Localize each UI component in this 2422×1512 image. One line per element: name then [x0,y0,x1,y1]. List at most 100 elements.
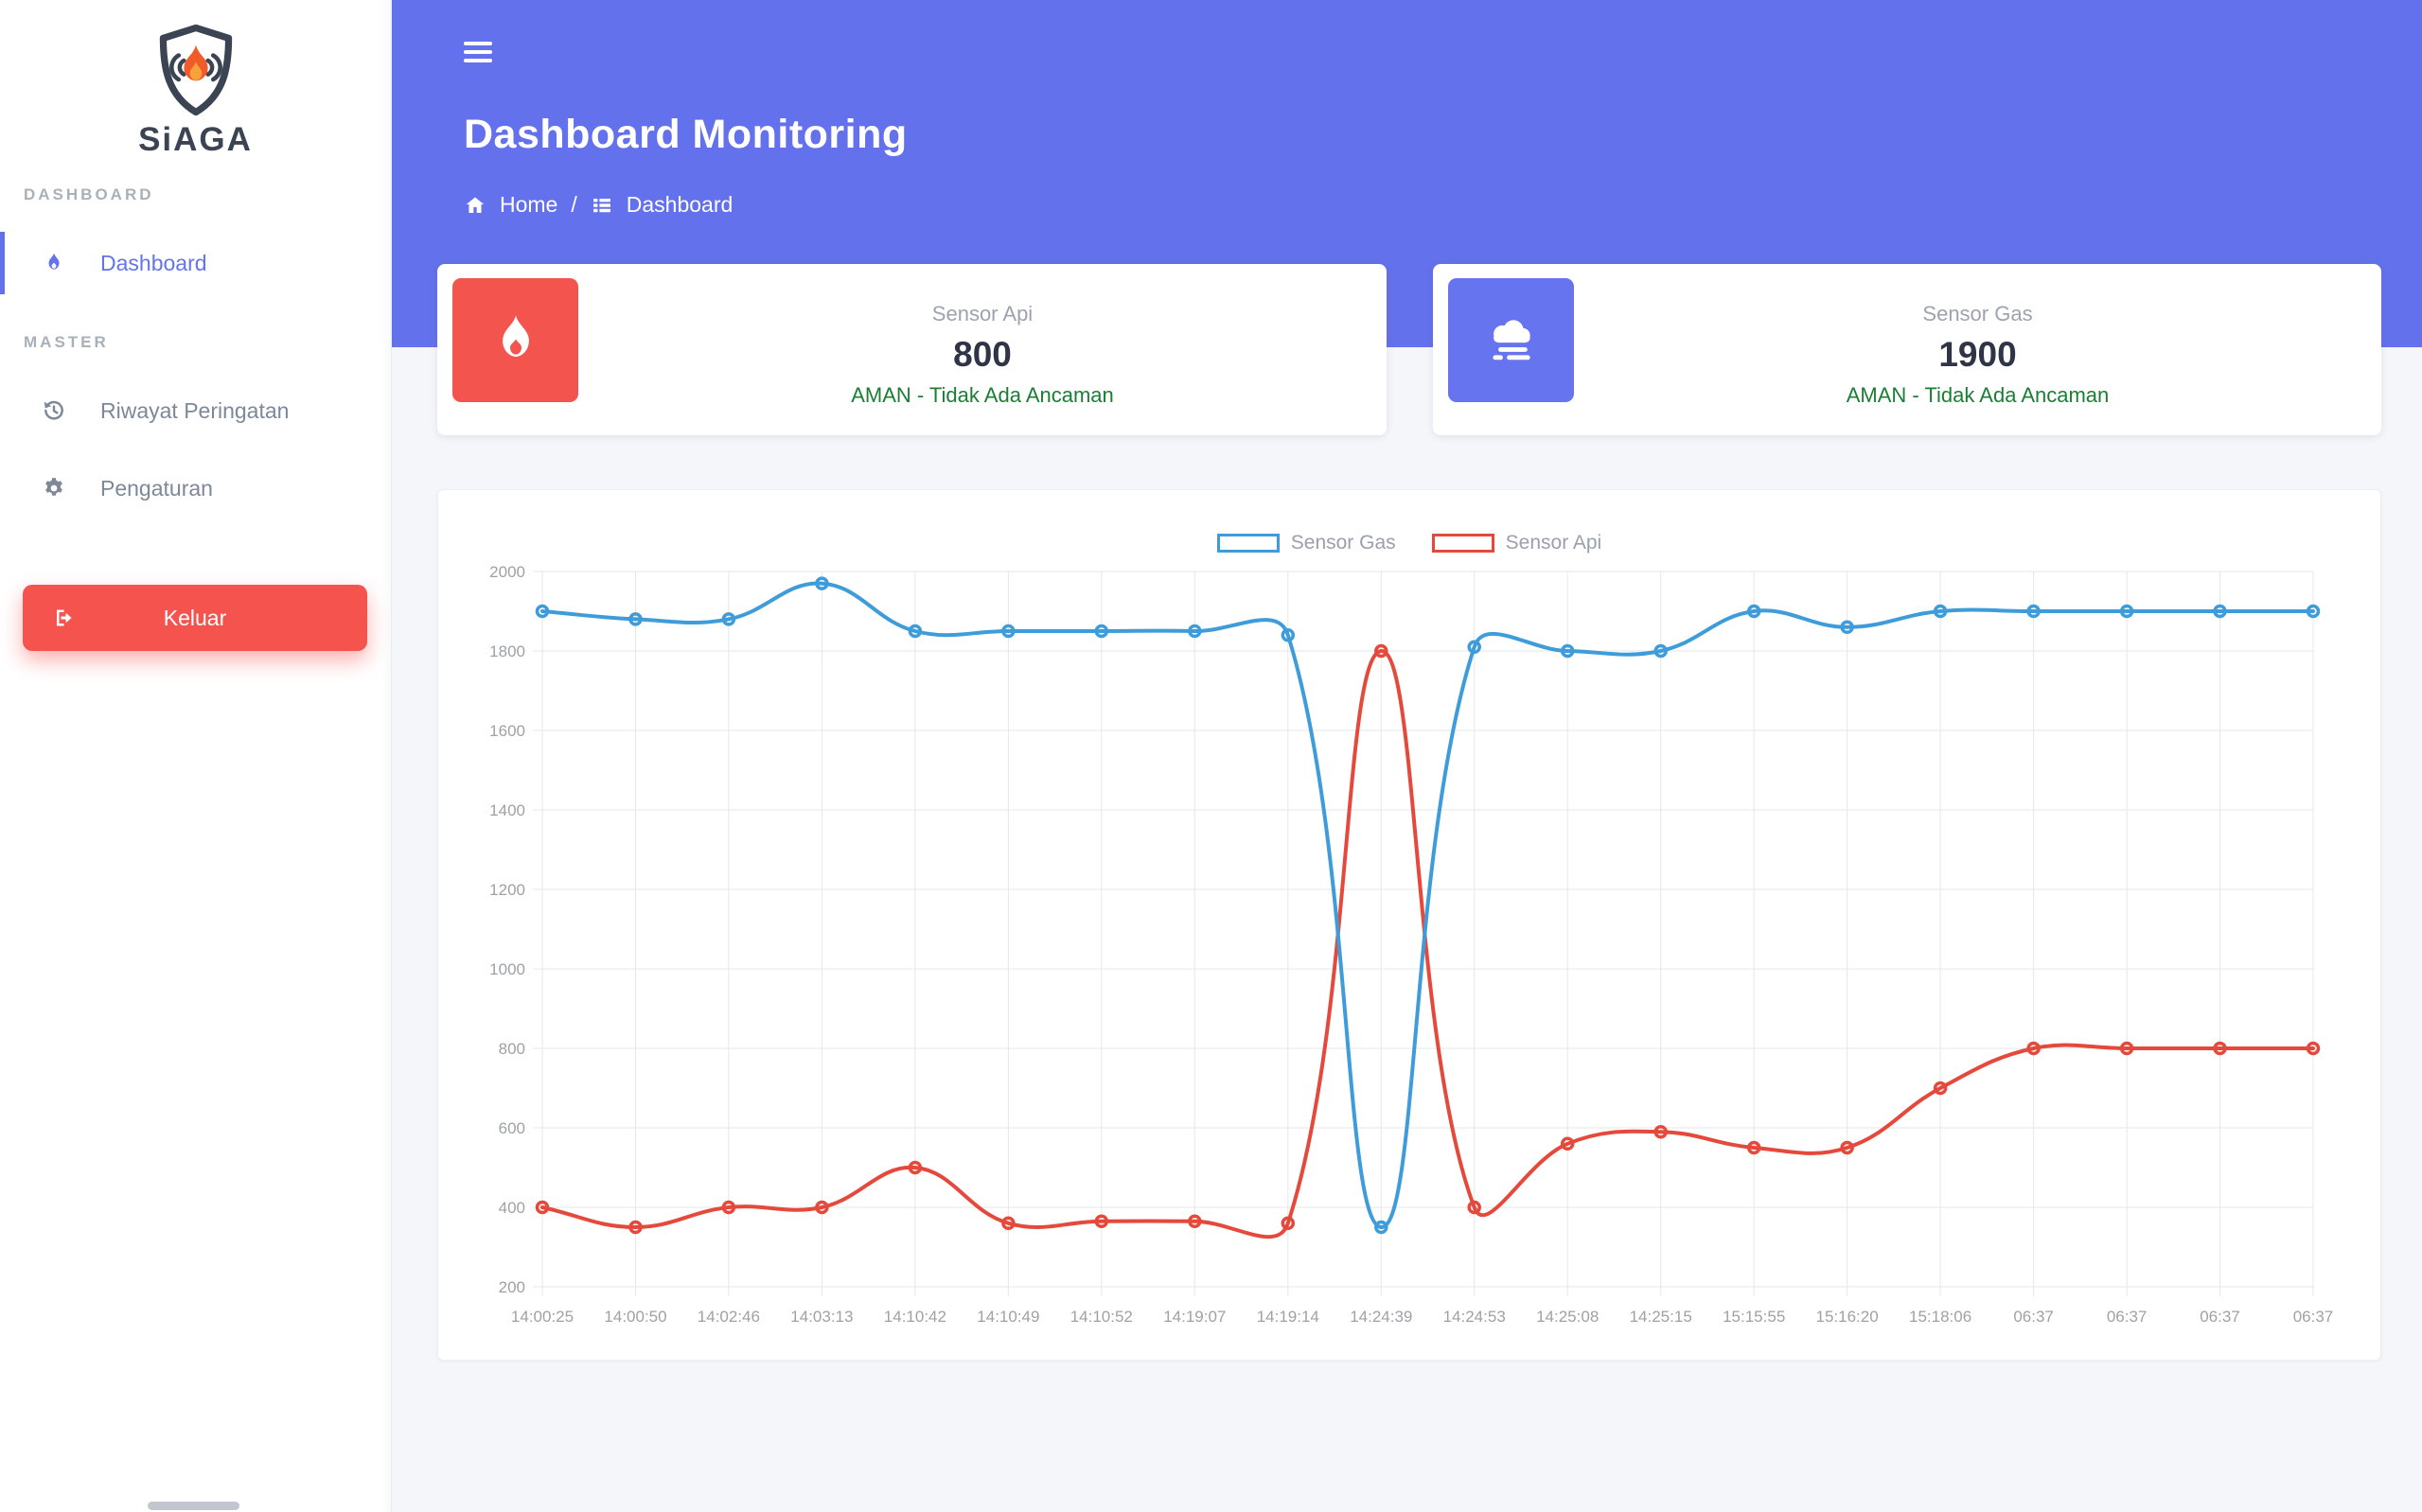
data-point [1281,627,1296,642]
data-point [628,1220,643,1235]
data-point [1746,604,1761,619]
breadcrumb-current[interactable]: Dashboard [626,192,734,217]
brand: SiAGA [0,23,391,159]
data-point [1933,604,1948,619]
status-badge: AMAN - Tidak Ada Ancaman [851,382,1114,407]
svg-text:14:10:52: 14:10:52 [1070,1308,1133,1326]
svg-text:14:25:08: 14:25:08 [1536,1308,1599,1326]
logout-button[interactable]: Keluar [23,585,367,651]
flame-icon [48,253,60,270]
data-point [1374,1220,1388,1235]
svg-text:14:19:07: 14:19:07 [1163,1308,1226,1326]
svg-text:06:37: 06:37 [2013,1308,2054,1326]
sensor-api-body: Sensor Api 800 AMAN - Tidak Ada Ancaman [578,264,1387,435]
data-point [1933,1081,1948,1096]
sidebar-item-riwayat-peringatan[interactable]: Riwayat Peringatan [0,384,391,437]
svg-text:14:00:50: 14:00:50 [604,1308,666,1326]
data-point [908,624,923,639]
svg-text:06:37: 06:37 [2200,1308,2240,1326]
stat-title: Sensor Api [931,301,1034,325]
svg-text:14:10:42: 14:10:42 [884,1308,946,1326]
sensor-gas-body: Sensor Gas 1900 AMAN - Tidak Ada Ancaman [1574,264,2381,435]
brand-name: SiAGA [138,121,253,158]
data-point [721,612,736,626]
svg-text:400: 400 [499,1199,525,1217]
svg-text:06:37: 06:37 [2293,1308,2334,1326]
svg-text:14:10:49: 14:10:49 [977,1308,1039,1326]
svg-text:1000: 1000 [489,960,525,978]
data-point [2213,1041,2227,1056]
data-point [1467,640,1481,655]
data-point [2119,1041,2134,1056]
stat-value: 800 [953,334,1012,374]
svg-text:1600: 1600 [489,722,525,740]
smog-icon [1492,319,1530,360]
sidebar-item-label: Pengaturan [100,475,213,501]
breadcrumb-home-link[interactable]: Home [500,192,558,217]
data-point [1560,1136,1575,1152]
stat-title: Sensor Gas [1922,301,2033,325]
data-point [1560,643,1575,659]
svg-text:14:00:25: 14:00:25 [511,1308,574,1326]
sidebar-scrollbar-thumb[interactable] [148,1502,239,1510]
svg-text:200: 200 [499,1278,525,1296]
svg-text:15:15:55: 15:15:55 [1723,1308,1785,1326]
breadcrumb-separator: / [571,192,577,217]
data-point [2026,604,2041,619]
line-series-0 [540,581,2315,1230]
data-point [2306,1041,2321,1056]
data-point [535,604,550,619]
data-point [1094,1214,1109,1228]
svg-text:1400: 1400 [489,801,525,819]
data-point [1467,1200,1481,1215]
legend-swatch [1216,534,1280,553]
sensor-line-chart[interactable]: 200 400 600 800 1000 1200 1400 1600 1800 2000 14:0… [438,490,2382,1362]
flame-icon [502,315,529,357]
data-point [1001,624,1016,639]
data-point [2306,604,2321,619]
logout-icon [57,609,72,626]
svg-text:14:03:13: 14:03:13 [790,1308,853,1326]
svg-text:14:24:39: 14:24:39 [1350,1308,1412,1326]
svg-text:06:37: 06:37 [2107,1308,2148,1326]
data-point [1653,1124,1668,1139]
data-point [1094,624,1109,639]
sidebar-item-pengaturan[interactable]: Pengaturan [0,462,391,515]
sidebar-item-dashboard[interactable]: Dashboard [0,232,391,294]
status-badge: AMAN - Tidak Ada Ancaman [1846,382,2110,407]
svg-text:14:25:15: 14:25:15 [1630,1308,1692,1326]
history-icon [44,400,63,420]
data-point [1653,643,1668,659]
svg-text:600: 600 [499,1119,525,1137]
data-point [1188,624,1202,639]
gear-icon [45,478,62,496]
svg-text:800: 800 [499,1040,525,1058]
sidebar-section-label-master: MASTER [24,333,109,351]
svg-text:1200: 1200 [489,881,525,899]
sidebar-item-label: Dashboard [100,250,207,275]
legend-item-sensor-api[interactable]: Sensor Api [1431,532,1601,554]
data-point [2026,1041,2041,1056]
sidebar-section-label-dashboard: DASHBOARD [24,185,154,203]
siaga-logo-icon [159,24,232,116]
svg-text:14:19:14: 14:19:14 [1257,1308,1319,1326]
data-point [1188,1214,1202,1228]
sidebar: SiAGA DASHBOARD Dashboard MASTER Riwayat… [0,0,392,1512]
sensor-api-card: Sensor Api 800 AMAN - Tidak Ada Ancaman [437,264,1387,435]
breadcrumb: Home / Dashboard [464,192,733,218]
svg-text:1800: 1800 [489,642,525,660]
data-point [1374,643,1388,659]
data-point [1840,1140,1854,1155]
legend-item-sensor-gas[interactable]: Sensor Gas [1216,532,1396,554]
data-point [2119,604,2134,619]
data-point [721,1200,736,1215]
sensor-api-tile [452,278,578,402]
data-point [908,1160,923,1175]
data-point [2213,604,2227,619]
data-point [1281,1216,1296,1231]
data-point [815,1200,829,1215]
svg-text:14:24:53: 14:24:53 [1443,1308,1506,1326]
chart-legend: Sensor Gas Sensor Api [438,532,2380,554]
menu-toggle-icon[interactable] [464,42,492,64]
